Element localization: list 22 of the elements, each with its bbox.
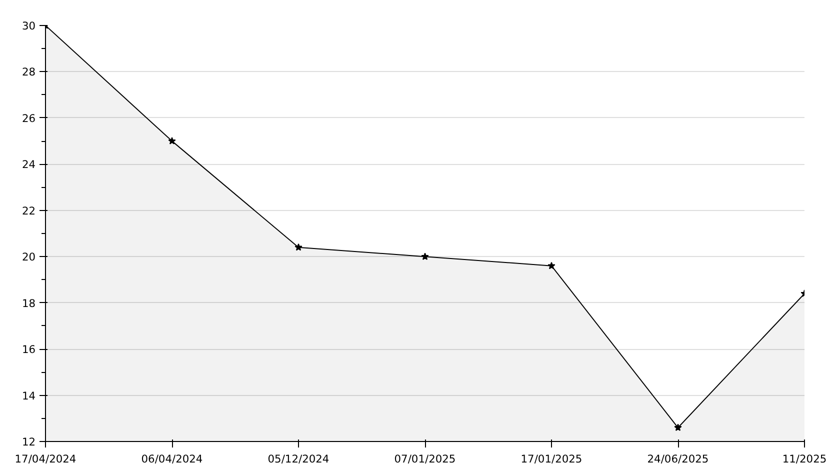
x-tick-label: 06/04/2024	[141, 452, 203, 466]
x-tick-label: 05/12/2024	[268, 452, 330, 466]
y-tick-label: 22	[22, 204, 36, 218]
y-tick-label: 14	[22, 389, 36, 402]
x-tick-label: 24/06/2025	[647, 452, 709, 466]
point	[294, 243, 302, 251]
y-tick-label: 16	[22, 343, 36, 356]
x-tick-label: 17/01/2025	[520, 452, 582, 466]
y-tick-label: 20	[22, 250, 36, 264]
x-tick-label: 17/04/2024	[14, 452, 76, 466]
x-tick-label: 11/2025	[782, 452, 827, 466]
y-tick-label: 30	[22, 20, 36, 32]
y-tick-label: 26	[22, 112, 36, 125]
point	[168, 137, 176, 144]
point	[548, 262, 556, 270]
point	[674, 424, 682, 431]
y-tick-label: 24	[22, 158, 36, 172]
y-tick-label: 12	[22, 436, 36, 448]
y-tick-label: 28	[22, 66, 36, 79]
point	[421, 252, 429, 260]
x-tick-label: 07/01/2025	[394, 452, 456, 466]
y-tick-label: 18	[22, 296, 36, 310]
